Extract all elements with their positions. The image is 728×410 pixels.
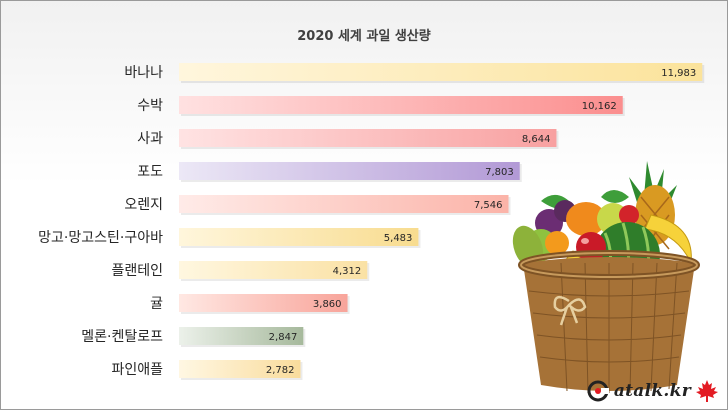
bar <box>179 129 557 147</box>
value-label: 8,644 <box>522 134 551 145</box>
category-label: 사과 <box>137 131 163 147</box>
value-label: 4,312 <box>333 266 362 277</box>
chart-title: 2020 세계 과일 생산량 <box>297 29 431 44</box>
category-label: 바나나 <box>124 65 163 81</box>
bar <box>179 96 623 114</box>
bar <box>179 63 703 81</box>
value-label: 11,983 <box>661 68 696 79</box>
category-label: 귤 <box>150 296 163 312</box>
category-label: 수박 <box>137 98 163 114</box>
value-label: 3,860 <box>313 299 342 310</box>
value-label: 7,546 <box>474 200 503 211</box>
value-label: 7,803 <box>485 167 514 178</box>
bar <box>179 228 419 246</box>
value-label: 2,782 <box>266 365 295 376</box>
bar <box>179 261 368 279</box>
maple-leaf-icon <box>696 380 718 402</box>
value-label: 10,162 <box>582 101 617 112</box>
bar <box>179 195 509 213</box>
bar <box>179 327 304 345</box>
bar <box>179 162 520 180</box>
bar <box>179 294 348 312</box>
category-label: 포도 <box>137 164 163 180</box>
site-logo: atalk.kr <box>586 379 719 403</box>
value-label: 2,847 <box>269 332 298 343</box>
logo-text: atalk.kr <box>613 381 691 401</box>
category-label: 플랜테인 <box>111 263 163 279</box>
category-label: 망고·망고스틴·구아바 <box>38 230 163 246</box>
logo-c-mark-icon <box>587 380 609 402</box>
fruit-basket-illustration <box>512 161 700 394</box>
category-label: 파인애플 <box>111 362 163 378</box>
category-label: 오렌지 <box>124 197 163 213</box>
bar <box>179 360 301 378</box>
value-label: 5,483 <box>384 233 413 244</box>
category-label: 멜론·켄탈로프 <box>81 329 163 345</box>
